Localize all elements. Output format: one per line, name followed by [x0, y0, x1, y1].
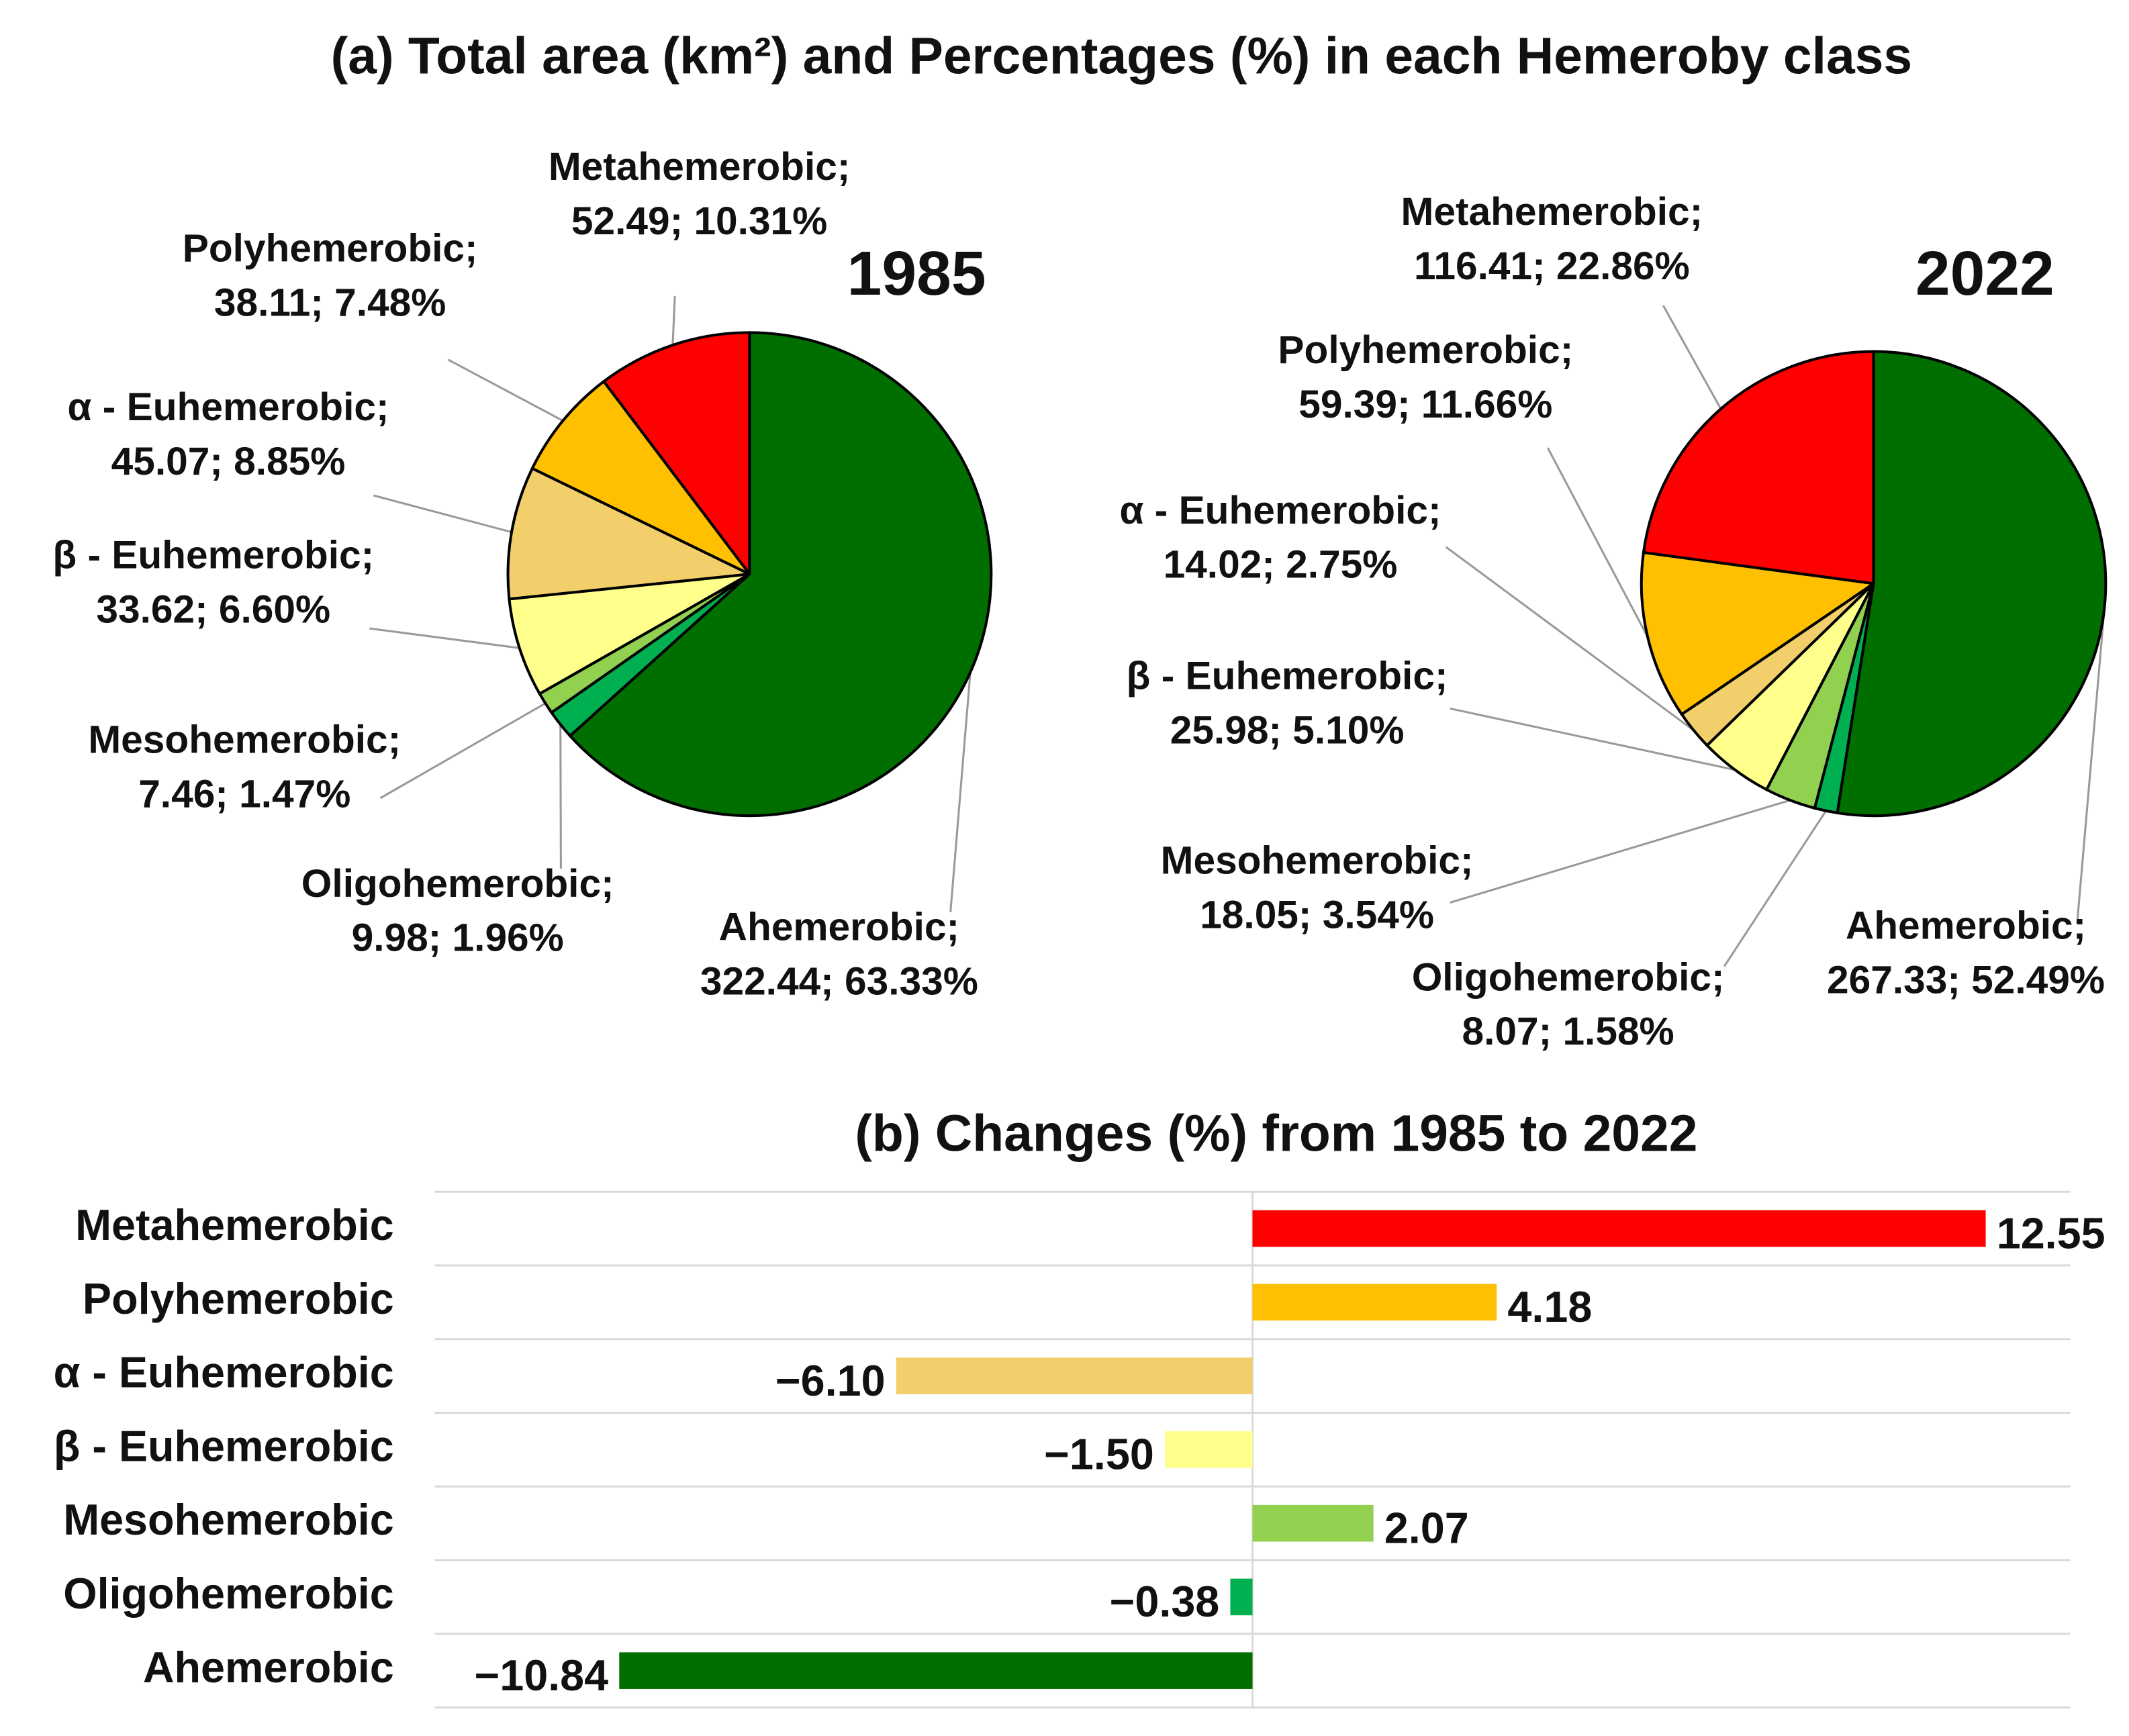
bar	[1230, 1578, 1253, 1616]
pie-year: 2022	[1915, 238, 2054, 308]
slice-label: Mesohemerobic;	[1161, 838, 1474, 882]
pie-slice	[506, 467, 755, 601]
slice-label: Polyhemerobic;	[183, 227, 478, 271]
slice-label: Ahemerobic;	[1846, 904, 2086, 947]
category-label: Mesohemerobic	[63, 1495, 393, 1544]
pie-slice	[508, 573, 751, 696]
slice-value-label: 33.62; 6.60%	[96, 587, 330, 631]
bar	[1252, 1504, 1374, 1542]
slice-value-label: 116.41; 22.86%	[1414, 244, 1690, 288]
pie-slice	[1836, 350, 2108, 818]
leader-line	[1546, 447, 1649, 638]
leader-line	[1450, 707, 1736, 771]
value-label: 4.18	[1507, 1282, 1592, 1331]
pie-slice	[1642, 350, 1875, 585]
pie-slice	[530, 379, 751, 576]
slice-value-label: 8.07; 1.58%	[1462, 1010, 1674, 1053]
bar	[619, 1652, 1253, 1689]
category-label: α - Euhemerobic	[54, 1348, 394, 1397]
figure-title: (a) Total area (km²) and Percentages (%)…	[331, 27, 1912, 85]
bar	[896, 1357, 1253, 1394]
slice-value-label: 322.44; 63.33%	[700, 959, 978, 1003]
category-label: Ahemerobic	[143, 1643, 394, 1692]
pie-slice	[602, 331, 751, 579]
leader-line	[447, 358, 564, 422]
leader-line	[1450, 799, 1791, 904]
leader-line	[373, 494, 512, 534]
slice-value-label: 267.33; 52.49%	[1827, 958, 2105, 1002]
slice-value-label: 7.46; 1.47%	[138, 772, 350, 816]
value-label: −10.84	[474, 1651, 608, 1700]
leader-line	[2076, 601, 2106, 924]
slice-value-label: 52.49; 10.31%	[571, 199, 827, 243]
slice-value-label: 38.11; 7.48%	[214, 281, 446, 324]
slice-label: Ahemerobic;	[719, 905, 959, 949]
category-label: Polyhemerobic	[83, 1274, 394, 1323]
leader-line	[379, 702, 547, 800]
slice-label: α - Euhemerobic;	[67, 385, 389, 429]
slice-label: Oligohemerobic;	[301, 862, 614, 906]
category-label: Oligohemerobic	[63, 1569, 393, 1618]
value-label: 2.07	[1384, 1503, 1469, 1552]
category-label: β - Euhemerobic	[54, 1421, 394, 1470]
value-label: −1.50	[1044, 1430, 1154, 1479]
slice-value-label: 45.07; 8.85%	[111, 440, 346, 483]
bar	[1252, 1284, 1497, 1321]
slice-label: Polyhemerobic;	[1278, 328, 1573, 372]
slice-value-label: 14.02; 2.75%	[1164, 543, 1398, 587]
slice-label: Metahemerobic;	[549, 145, 851, 189]
value-label: −6.10	[775, 1356, 886, 1405]
leader-line	[1723, 810, 1827, 967]
leader-line	[369, 627, 520, 649]
pie-slice	[1640, 550, 1878, 716]
leader-line	[671, 295, 676, 346]
category-label: Metahemerobic	[75, 1200, 394, 1249]
bar	[1165, 1431, 1253, 1468]
leader-line	[1662, 305, 1722, 409]
slice-value-label: 9.98; 1.96%	[352, 916, 564, 960]
slice-label: Metahemerobic;	[1401, 190, 1703, 234]
slice-label: β - Euhemerobic;	[52, 533, 374, 577]
pie-year: 1985	[847, 238, 986, 308]
bar	[1252, 1210, 1986, 1247]
slice-label: Mesohemerobic;	[88, 718, 401, 761]
value-label: −0.38	[1110, 1577, 1220, 1626]
slice-value-label: 18.05; 3.54%	[1200, 893, 1434, 936]
slice-value-label: 25.98; 5.10%	[1170, 708, 1405, 752]
leader-line	[1445, 546, 1695, 732]
slice-value-label: 59.39; 11.66%	[1298, 383, 1552, 426]
slice-label: β - Euhemerobic;	[1127, 654, 1448, 697]
chart-title: (b) Changes (%) from 1985 to 2022	[855, 1105, 1697, 1163]
slice-label: Oligohemerobic;	[1412, 955, 1725, 999]
value-label: 12.55	[1997, 1208, 2106, 1257]
leader-line	[949, 672, 972, 912]
slice-label: α - Euhemerobic;	[1119, 489, 1441, 532]
pie-slice	[568, 331, 993, 818]
